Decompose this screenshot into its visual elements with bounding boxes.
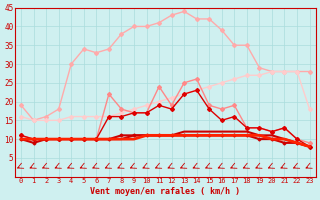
X-axis label: Vent moyen/en rafales ( km/h ): Vent moyen/en rafales ( km/h ) — [90, 187, 240, 196]
